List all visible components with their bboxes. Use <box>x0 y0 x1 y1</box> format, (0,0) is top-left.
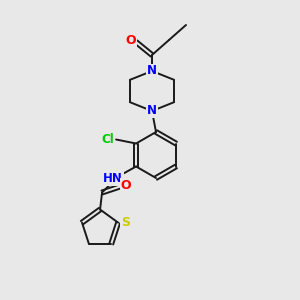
Text: O: O <box>121 179 131 192</box>
Text: N: N <box>147 104 157 118</box>
Text: S: S <box>121 216 130 229</box>
Text: O: O <box>126 34 136 46</box>
Text: Cl: Cl <box>102 133 115 146</box>
Text: HN: HN <box>103 172 123 185</box>
Text: N: N <box>147 64 157 77</box>
